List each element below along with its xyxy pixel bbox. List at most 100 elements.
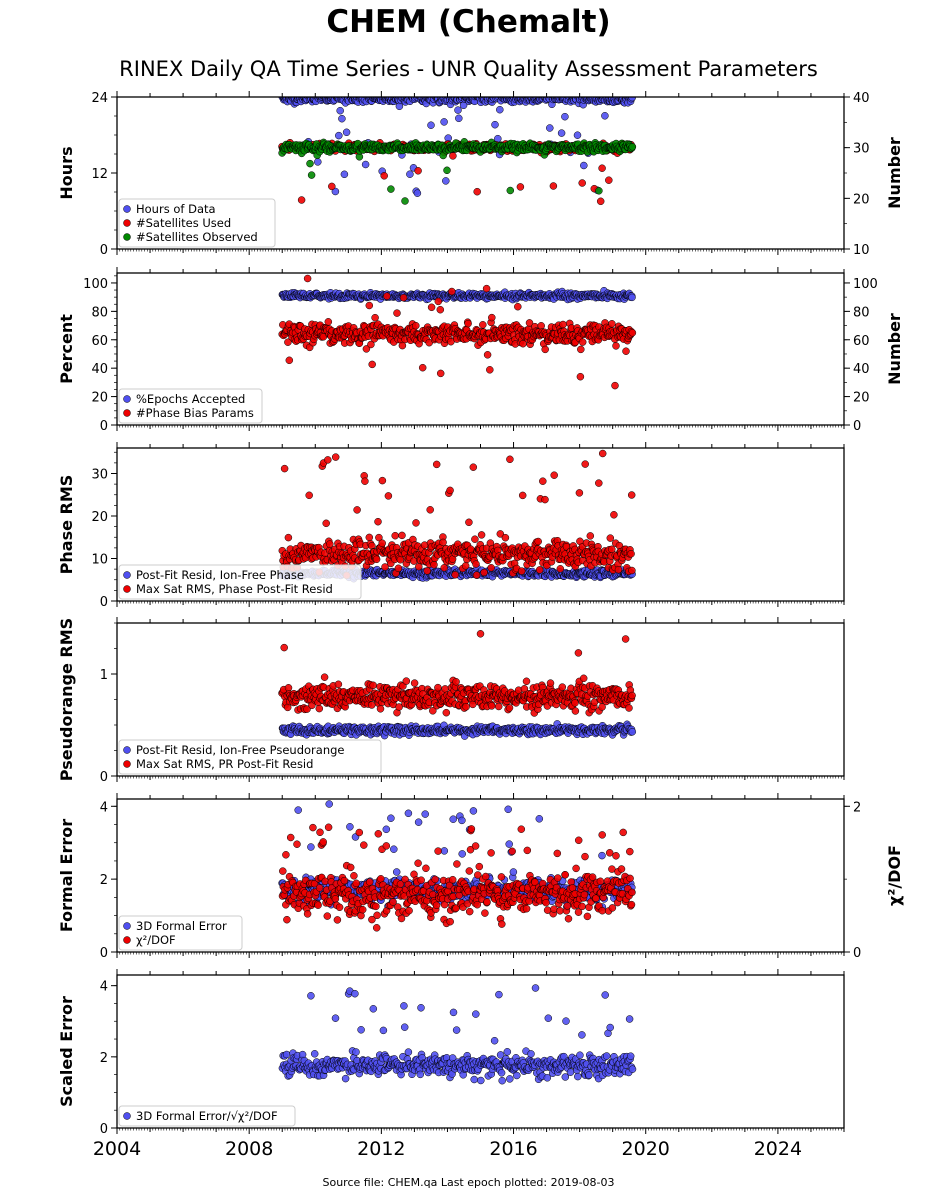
y-tick-label: 0 bbox=[100, 595, 108, 610]
data-point bbox=[578, 179, 586, 187]
data-point bbox=[391, 531, 399, 540]
data-point bbox=[595, 479, 603, 487]
legend: Hours of Data#Satellites Used#Satellites… bbox=[118, 198, 276, 248]
data-point bbox=[486, 366, 494, 374]
data-point bbox=[550, 471, 558, 479]
data-point bbox=[439, 538, 447, 547]
data-point bbox=[514, 302, 522, 311]
data-point bbox=[477, 531, 486, 539]
data-point bbox=[284, 533, 293, 542]
data-point bbox=[595, 187, 603, 195]
legend-label: #Satellites Used bbox=[136, 216, 231, 230]
data-point bbox=[628, 329, 637, 337]
data-point bbox=[627, 550, 635, 558]
data-point bbox=[535, 566, 544, 574]
panel-2: 0 20 40 60 80 100 Percent 0 20 40 60 80 100 Number %Ep… bbox=[57, 267, 904, 434]
data-point bbox=[436, 369, 445, 378]
data-point bbox=[413, 189, 422, 197]
y-axis-label: Hours bbox=[57, 146, 76, 199]
data-point bbox=[285, 356, 294, 365]
data-points bbox=[278, 97, 637, 206]
data-point bbox=[596, 197, 605, 206]
y-tick-label: 0 bbox=[100, 243, 108, 258]
data-point bbox=[557, 129, 566, 137]
data-point bbox=[491, 120, 499, 129]
data-point bbox=[436, 305, 445, 314]
data-point bbox=[612, 342, 620, 350]
data-point bbox=[601, 112, 609, 120]
data-point bbox=[472, 560, 480, 568]
data-point bbox=[442, 177, 450, 185]
data-point bbox=[506, 186, 515, 195]
data-point bbox=[418, 363, 427, 372]
legend-label: #Satellites Observed bbox=[136, 230, 258, 244]
data-point bbox=[534, 537, 542, 546]
series-green-points bbox=[278, 138, 637, 205]
legend-marker-blue bbox=[123, 395, 131, 403]
data-point bbox=[368, 360, 376, 369]
data-point bbox=[556, 565, 565, 573]
data-point bbox=[575, 489, 584, 497]
data-point bbox=[297, 196, 306, 204]
y-right-tick-label: 20 bbox=[853, 391, 870, 406]
data-point bbox=[412, 321, 420, 330]
data-point bbox=[455, 114, 463, 123]
data-point bbox=[494, 134, 502, 143]
data-point bbox=[399, 293, 408, 302]
legend-label: Hours of Data bbox=[136, 202, 216, 216]
data-point bbox=[374, 517, 382, 526]
series-blue-points bbox=[278, 286, 636, 304]
data-points bbox=[278, 630, 637, 740]
data-point bbox=[338, 114, 346, 123]
series-red-points bbox=[278, 449, 636, 580]
y-tick-label: 20 bbox=[91, 510, 108, 525]
data-point bbox=[365, 533, 374, 542]
data-point bbox=[427, 303, 436, 312]
y-right-tick-label: 20 bbox=[853, 192, 870, 207]
legend-marker-red bbox=[123, 409, 131, 417]
data-point bbox=[516, 183, 525, 191]
data-point bbox=[401, 197, 409, 205]
data-point bbox=[622, 347, 630, 355]
data-point bbox=[434, 97, 438, 98]
data-point bbox=[449, 152, 457, 160]
data-point bbox=[378, 539, 386, 547]
data-point bbox=[335, 131, 343, 140]
data-points bbox=[278, 449, 636, 583]
data-point bbox=[537, 322, 545, 330]
y-right-tick-label: 80 bbox=[853, 305, 870, 320]
data-point bbox=[576, 372, 585, 381]
legend-box bbox=[118, 198, 276, 248]
y-tick-label: 20 bbox=[91, 391, 108, 406]
data-point bbox=[614, 565, 623, 574]
data-point bbox=[501, 533, 510, 542]
data-point bbox=[472, 571, 481, 579]
legend-label: #Phase Bias Params bbox=[136, 406, 254, 420]
data-point bbox=[398, 531, 406, 540]
data-point bbox=[324, 456, 332, 464]
data-point bbox=[322, 519, 330, 528]
legend-marker-blue bbox=[123, 571, 131, 579]
data-point bbox=[372, 555, 381, 564]
data-point bbox=[384, 492, 393, 500]
legend-marker-green bbox=[123, 233, 131, 241]
data-point bbox=[598, 164, 606, 172]
y-tick-label: 40 bbox=[91, 362, 108, 377]
data-point bbox=[426, 506, 434, 514]
data-point bbox=[581, 460, 589, 468]
data-point bbox=[361, 160, 370, 169]
y-tick-label: 60 bbox=[91, 334, 108, 349]
data-point bbox=[326, 540, 334, 548]
data-point bbox=[586, 532, 595, 540]
data-point bbox=[328, 182, 336, 191]
data-point bbox=[608, 320, 616, 328]
data-point bbox=[365, 301, 374, 310]
data-point bbox=[430, 561, 438, 569]
data-point bbox=[342, 128, 351, 137]
data-point bbox=[448, 287, 456, 296]
data-point bbox=[487, 564, 495, 572]
y-tick-label: 30 bbox=[91, 468, 108, 483]
data-point bbox=[469, 463, 478, 471]
data-point bbox=[378, 476, 387, 485]
